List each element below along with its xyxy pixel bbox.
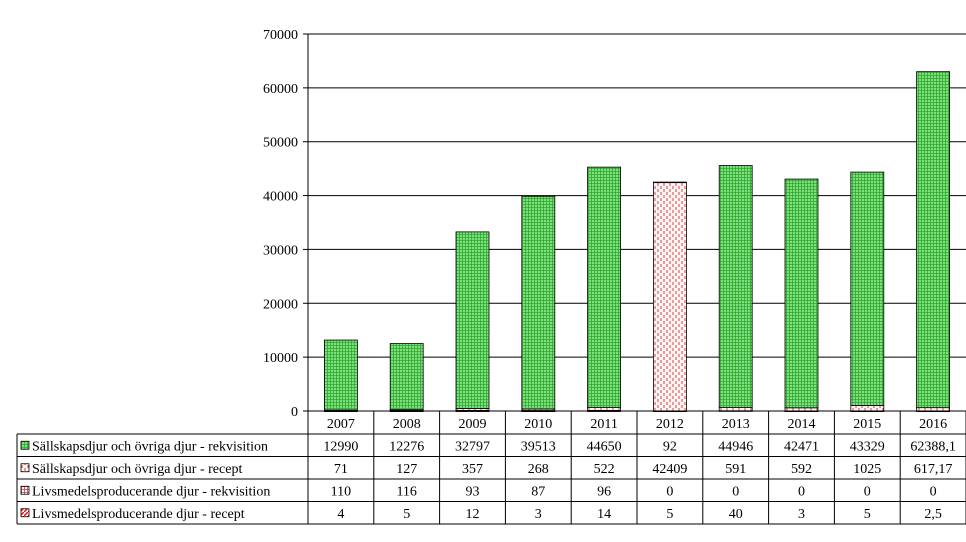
y-tick-label: 20000	[263, 297, 298, 312]
data-label-livsmedelsproducerande-djur-recept-2015: 5	[864, 507, 871, 522]
data-label-sallskapsdjur-och-ovriga-djur-rekvisition-2012: 92	[663, 439, 677, 454]
data-label-livsmedelsproducerande-djur-rekvisition-2008: 116	[396, 484, 416, 499]
bar-sallskapsdjur-och-ovriga-djur-rekvisition-2010	[521, 195, 556, 410]
data-label-livsmedelsproducerande-djur-rekvisition-2012: 0	[666, 484, 673, 499]
y-tick-label: 30000	[263, 243, 298, 258]
data-label-livsmedelsproducerande-djur-recept-2007: 4	[337, 507, 344, 522]
data-label-livsmedelsproducerande-djur-rekvisition-2013: 0	[732, 484, 739, 499]
data-label-livsmedelsproducerande-djur-recept-2014: 3	[798, 507, 805, 522]
bar-sallskapsdjur-och-ovriga-djur-rekvisition-2011	[587, 166, 621, 408]
y-tick-label: 10000	[263, 351, 298, 366]
data-label-sallskapsdjur-och-ovriga-djur-rekvisition-2013: 44946	[718, 439, 753, 454]
y-tick-label: 40000	[263, 190, 298, 205]
data-label-livsmedelsproducerande-djur-rekvisition-2009: 93	[466, 484, 480, 499]
bars	[323, 71, 950, 412]
bar-sallskapsdjur-och-ovriga-djur-rekvisition-2008	[389, 343, 424, 411]
bar-sallskapsdjur-och-ovriga-djur-rekvisition-2016	[916, 71, 950, 409]
x-tick-label-2014: 2014	[788, 417, 816, 432]
bar-sallskapsdjur-och-ovriga-djur-rekvisition-2015	[850, 171, 885, 406]
legend-swatch-livsmedelsproducerande-djur-rekvisition	[20, 485, 30, 495]
data-label-sallskapsdjur-och-ovriga-djur-rekvisition-2016: 62388,1	[910, 439, 956, 454]
legend-label-livsmedelsproducerande-djur-rekvisition: Livsmedelsproducerande djur - rekvisitio…	[32, 484, 270, 499]
data-label-sallskapsdjur-och-ovriga-djur-rekvisition-2011: 44650	[587, 439, 622, 454]
y-tick-label: 70000	[263, 28, 298, 43]
data-label-sallskapsdjur-och-ovriga-djur-recept-2016: 617,17	[914, 462, 953, 477]
data-label-sallskapsdjur-och-ovriga-djur-recept-2011: 522	[594, 462, 615, 477]
y-tick-label: 50000	[263, 136, 298, 151]
x-tick-label-2015: 2015	[853, 417, 881, 432]
bar-sallskapsdjur-och-ovriga-djur-rekvisition-2009	[455, 231, 490, 409]
bar-sallskapsdjur-och-ovriga-djur-recept-2011	[587, 407, 621, 411]
x-tick-label-2012: 2012	[656, 417, 684, 432]
bar-sallskapsdjur-och-ovriga-djur-rekvisition-2013	[718, 165, 753, 409]
data-label-sallskapsdjur-och-ovriga-djur-recept-2012: 42409	[652, 462, 687, 477]
x-tick-label-2011: 2011	[590, 417, 617, 432]
data-label-livsmedelsproducerande-djur-rekvisition-2016: 0	[930, 484, 937, 499]
legend-label-sallskapsdjur-och-ovriga-djur-rekvisition: Sällskapsdjur och övriga djur - rekvisit…	[32, 439, 268, 454]
legend-swatch-livsmedelsproducerande-djur-recept	[20, 508, 30, 518]
data-label-sallskapsdjur-och-ovriga-djur-recept-2009: 357	[462, 462, 483, 477]
bar-sallskapsdjur-och-ovriga-djur-recept-2013	[718, 407, 753, 412]
bar-sallskapsdjur-och-ovriga-djur-recept-2015	[850, 405, 885, 412]
data-label-livsmedelsproducerande-djur-rekvisition-2007: 110	[331, 484, 351, 499]
data-label-livsmedelsproducerande-djur-recept-2008: 5	[403, 507, 410, 522]
data-label-livsmedelsproducerande-djur-recept-2013: 40	[729, 507, 743, 522]
x-tick-label-2007: 2007	[327, 417, 355, 432]
data-label-livsmedelsproducerande-djur-rekvisition-2015: 0	[864, 484, 871, 499]
x-tick-label-2009: 2009	[459, 417, 487, 432]
bar-sallskapsdjur-och-ovriga-djur-recept-2016	[916, 407, 950, 412]
data-label-livsmedelsproducerande-djur-recept-2009: 12	[466, 507, 480, 522]
data-label-livsmedelsproducerande-djur-recept-2012: 5	[666, 507, 673, 522]
x-tick-label-2016: 2016	[919, 417, 947, 432]
bar-sallskapsdjur-och-ovriga-djur-rekvisition-2007	[323, 339, 358, 411]
data-label-livsmedelsproducerande-djur-recept-2010: 3	[535, 507, 542, 522]
data-label-sallskapsdjur-och-ovriga-djur-rekvisition-2008: 12276	[389, 439, 424, 454]
x-tick-label-2010: 2010	[524, 417, 552, 432]
bar-sallskapsdjur-och-ovriga-djur-recept-2012	[653, 182, 687, 412]
data-label-sallskapsdjur-och-ovriga-djur-recept-2008: 127	[396, 462, 417, 477]
data-label-livsmedelsproducerande-djur-rekvisition-2011: 96	[597, 484, 611, 499]
data-label-sallskapsdjur-och-ovriga-djur-recept-2014: 592	[791, 462, 812, 477]
y-axis: 0 10000 20000 30000 40000 50000 60000 70000	[263, 28, 309, 420]
data-label-sallskapsdjur-och-ovriga-djur-recept-2010: 268	[528, 462, 549, 477]
data-table: 2007 2008 2009 2010 2011 2012 2013 2014 2015 2016…	[16, 410, 966, 525]
data-label-sallskapsdjur-och-ovriga-djur-rekvisition-2015: 43329	[850, 439, 885, 454]
y-tick-label: 60000	[263, 82, 298, 97]
x-tick-label-2013: 2013	[722, 417, 750, 432]
legend-label-sallskapsdjur-och-ovriga-djur-recept: Sällskapsdjur och övriga djur - recept	[32, 462, 242, 477]
data-label-sallskapsdjur-och-ovriga-djur-rekvisition-2014: 42471	[784, 439, 819, 454]
data-label-livsmedelsproducerande-djur-rekvisition-2014: 0	[798, 484, 805, 499]
data-label-sallskapsdjur-och-ovriga-djur-rekvisition-2009: 32797	[455, 439, 490, 454]
legend-label-livsmedelsproducerande-djur-recept: Livsmedelsproducerande djur - recept	[32, 507, 245, 522]
bar-sallskapsdjur-och-ovriga-djur-rekvisition-2014	[784, 178, 819, 409]
legend-swatch-sallskapsdjur-och-ovriga-djur-rekvisition	[20, 440, 30, 450]
data-label-sallskapsdjur-och-ovriga-djur-recept-2007: 71	[334, 462, 348, 477]
data-label-livsmedelsproducerande-djur-rekvisition-2010: 87	[531, 484, 545, 499]
data-label-sallskapsdjur-och-ovriga-djur-rekvisition-2007: 12990	[323, 439, 358, 454]
x-tick-label-2008: 2008	[393, 417, 421, 432]
legend-swatch-sallskapsdjur-och-ovriga-djur-recept	[20, 463, 30, 473]
bar-sallskapsdjur-och-ovriga-djur-rekvisition-2012	[653, 181, 687, 184]
gridlines	[308, 33, 966, 358]
data-label-livsmedelsproducerande-djur-recept-2011: 14	[597, 507, 611, 522]
y-tick-label: 0	[291, 405, 298, 420]
data-label-livsmedelsproducerande-djur-recept-2016: 2,5	[924, 507, 942, 522]
data-label-sallskapsdjur-och-ovriga-djur-recept-2015: 1025	[853, 462, 881, 477]
data-label-sallskapsdjur-och-ovriga-djur-recept-2013: 591	[725, 462, 746, 477]
data-label-sallskapsdjur-och-ovriga-djur-rekvisition-2010: 39513	[521, 439, 556, 454]
